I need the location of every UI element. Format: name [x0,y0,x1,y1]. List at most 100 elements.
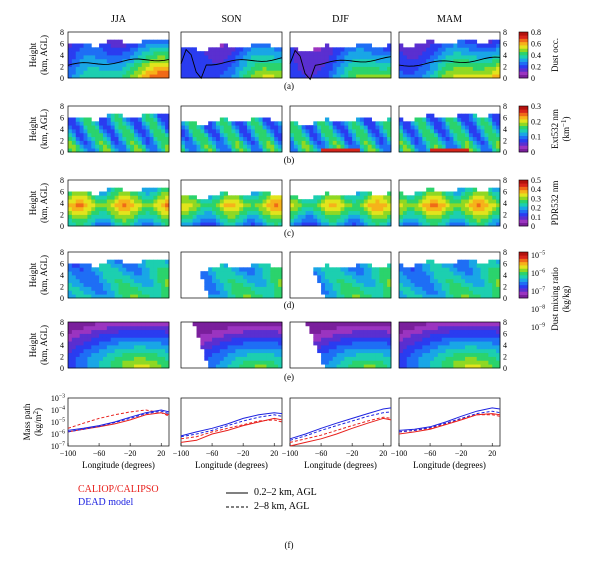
right-tick-c-4: 4 [503,199,507,208]
lon-axis-label-son: Longitude (degrees) [195,460,268,470]
colorbar-tick-a-0: 0 [531,74,535,83]
height-tick-a-0: 0 [60,74,64,83]
heatmap-a-son [181,43,283,79]
colorbar-tick-b-0.1: 0.1 [531,133,541,142]
lon-tick-son--100: −100 [173,449,190,458]
heatmap-a-mam [399,39,501,79]
heatmap-c-mam [399,187,501,227]
heatmap-e-djf [305,322,392,369]
lon-tick-jja--20: −20 [124,449,137,458]
season-header-mam: MAM [437,14,462,25]
lon-tick-mam-20: 20 [488,449,496,458]
colorbar-unit-d: (kg/kg) [561,286,571,313]
height-tick-b-8: 8 [60,102,64,111]
lon-tick-djf--60: −60 [315,449,328,458]
right-tick-a-8: 8 [503,28,507,37]
heatmap-e-mam [399,322,501,369]
mass-path-line-jja-caliop-high [67,409,170,429]
right-tick-b-8: 8 [503,102,507,111]
colorbar-tick-c-0.4: 0.4 [531,185,541,194]
right-tick-b-4: 4 [503,125,507,134]
lon-tick-jja--100: −100 [60,449,77,458]
heatmap-c-djf [290,191,392,227]
colorbar-tick-d-1: 10−6 [531,268,545,278]
boundary-layer-line-djf [289,49,392,81]
colorbar-tick-a-0.6: 0.6 [531,40,541,49]
mass-path-line-djf-dead-high [289,411,392,441]
heatmap-b-mam [399,113,501,153]
season-header-djf: DJF [332,14,349,25]
right-tick-a-0: 0 [503,74,507,83]
mass-path-line-son-dead-low [180,412,283,437]
lon-tick-son--20: −20 [237,449,250,458]
lon-tick-son--60: −60 [206,449,219,458]
panel-caption-c: (c) [284,228,294,238]
legend-layer-high: 2–8 km, AGL [254,501,310,512]
heatmap-b-son [181,117,283,153]
mass-path-line-mam-dead-low [398,407,501,431]
height-tick-e-2: 2 [60,353,64,362]
height-tick-c-6: 6 [60,188,64,197]
heatmap-b-djf [290,117,392,153]
height-tick-c-0: 0 [60,222,64,231]
lon-tick-son-20: 20 [270,449,278,458]
lon-tick-mam--60: −60 [424,449,437,458]
colorbar-unit-b: (km−1) [560,117,571,142]
colorbar-tick-b-0.3: 0.3 [531,102,541,111]
panel-caption-b: (b) [284,155,295,165]
height-tick-d-2: 2 [60,283,64,292]
panel-frame-e-son [180,321,283,369]
panel-frame-a-jja [67,31,170,79]
right-tick-a-2: 2 [503,63,507,72]
right-tick-e-8: 8 [503,318,507,327]
right-tick-b-6: 6 [503,114,507,123]
right-tick-e-4: 4 [503,341,507,350]
height-tick-e-4: 4 [60,341,64,350]
panel-frame-d-djf [289,251,392,299]
height-tick-b-0: 0 [60,148,64,157]
height-axis-unit-e: (km, AGL) [39,325,49,365]
panel-frame-b-djf [289,105,392,153]
height-axis-label-b: Height [28,116,38,141]
mass-path-tick-3: 10−6 [51,429,65,439]
panel-frame-a-djf [289,31,392,79]
colorbar-tick-c-0.5: 0.5 [531,176,541,185]
right-tick-c-0: 0 [503,222,507,231]
heatmap-a-djf [290,43,392,79]
panel-frame-a-mam [398,31,501,79]
colorbar-tick-d-0: 10−5 [531,250,545,260]
panel-caption-a: (a) [284,81,294,91]
colorbar-tick-c-0.3: 0.3 [531,194,541,203]
panel-frame-d-son [180,251,283,299]
mass-path-line-jja-caliop-low [67,412,170,433]
mass-path-line-mam-dead-high [398,410,501,433]
mass-path-unit: (kg/m2) [32,408,43,436]
boundary-layer-line-son [180,48,283,80]
mass-path-line-son-dead-high [180,414,283,438]
heatmap-d-son [200,263,283,299]
right-tick-e-2: 2 [503,353,507,362]
lon-tick-djf--20: −20 [346,449,359,458]
height-axis-unit-c: (km, AGL) [39,183,49,223]
heatmap-d-mam [399,259,501,299]
height-tick-d-6: 6 [60,260,64,269]
panel-caption-e: (e) [284,372,294,382]
lon-tick-jja--60: −60 [93,449,106,458]
colorbar-tick-c-0.1: 0.1 [531,213,541,222]
height-axis-label-d: Height [28,262,38,287]
right-tick-a-4: 4 [503,51,507,60]
mass-path-tick-1: 10−4 [51,405,65,415]
panel-frame-d-jja [67,251,170,299]
panel-frame-e-djf [289,321,392,369]
colorbar-tick-a-0.4: 0.4 [531,51,541,60]
panel-frame-d-mam [398,251,501,299]
height-axis-unit-d: (km, AGL) [39,255,49,295]
panel-frame-b-son [180,105,283,153]
mass-path-line-jja-dead-high [67,410,170,433]
right-tick-d-0: 0 [503,294,507,303]
colorbar-b [518,105,529,153]
panel-frame-c-djf [289,179,392,227]
legend-layer-low: 0.2–2 km, AGL [254,487,317,498]
lon-tick-djf--100: −100 [282,449,299,458]
heatmap-b-jja [68,113,170,153]
